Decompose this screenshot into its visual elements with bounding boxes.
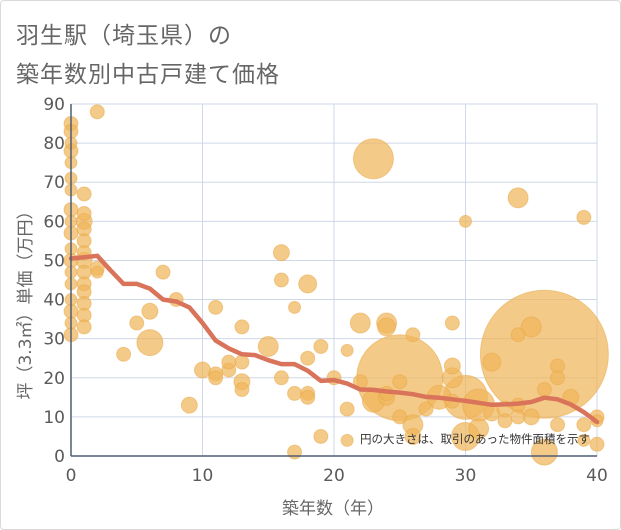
x-tick-label: 30 <box>455 466 477 486</box>
axis-layer: 0 10 20 30 40 50 60 70 80 90 0 10 20 30 40 <box>43 95 607 486</box>
data-bubble <box>208 370 224 386</box>
x-axis-label: 築年数（年） <box>282 499 384 519</box>
trend-line-layer <box>68 253 600 425</box>
data-bubble <box>180 396 198 414</box>
data-bubble <box>287 385 303 401</box>
y-tick-label: 10 <box>43 408 65 428</box>
y-tick-label: 20 <box>43 369 65 389</box>
data-bubble <box>522 408 540 426</box>
y-tick-label: 70 <box>43 173 65 193</box>
y-tick-label: 0 <box>54 447 65 467</box>
data-bubble <box>482 352 502 372</box>
x-tick-label: 20 <box>323 466 345 486</box>
data-bubble <box>273 272 289 288</box>
data-bubble <box>497 413 513 429</box>
data-bubble <box>298 274 318 294</box>
data-bubble <box>418 401 434 417</box>
data-bubble <box>273 370 289 386</box>
data-bubble <box>287 444 303 460</box>
x-tick-label: 10 <box>192 466 214 486</box>
data-bubble <box>392 409 408 425</box>
data-bubble <box>340 343 354 357</box>
data-bubble <box>155 264 171 280</box>
data-bubble <box>221 354 237 370</box>
data-bubble <box>443 357 461 375</box>
data-bubble <box>589 436 605 452</box>
chart-title-line1: 羽生駅（埼玉県）の <box>16 23 232 49</box>
data-bubble <box>272 244 290 262</box>
data-bubble <box>76 186 92 202</box>
y-tick-label: 40 <box>43 291 65 311</box>
data-bubble <box>76 206 92 222</box>
chart-title-line2: 築年数別中古戸建て価格 <box>16 62 280 88</box>
data-bubble <box>340 433 354 447</box>
data-bubble <box>194 361 211 379</box>
data-bubble <box>550 370 566 386</box>
data-bubble <box>392 374 408 390</box>
data-bubble <box>507 187 529 209</box>
data-bubble <box>510 327 526 343</box>
bubble-size-note: 円の大きさは、取引のあった物件面積を示す <box>360 432 590 446</box>
data-bubble <box>349 312 371 334</box>
average-price-line <box>68 253 600 425</box>
data-bubble <box>313 338 329 354</box>
data-bubble <box>468 418 490 440</box>
data-bubble <box>300 350 316 366</box>
data-bubble <box>234 319 250 335</box>
data-bubble <box>405 327 421 343</box>
data-bubble <box>352 138 394 180</box>
data-bubble <box>576 417 592 433</box>
data-bubble <box>288 300 302 314</box>
data-bubble <box>520 316 542 338</box>
data-bubble <box>577 433 591 447</box>
y-tick-label: 30 <box>43 330 65 350</box>
y-axis-label: 坪（3.3㎡）単価（万円） <box>16 202 36 399</box>
data-bubble <box>90 265 104 279</box>
data-bubble <box>550 417 566 433</box>
data-bubble <box>234 382 250 398</box>
data-bubble <box>576 209 592 225</box>
y-tick-label: 90 <box>43 95 65 115</box>
data-bubble <box>459 214 472 228</box>
data-bubble <box>300 389 316 405</box>
data-bubble <box>530 438 558 466</box>
data-bubble <box>116 346 132 362</box>
data-bubble <box>89 104 105 120</box>
data-bubble <box>377 317 397 337</box>
data-bubble <box>208 299 224 315</box>
x-tick-label: 0 <box>66 466 77 486</box>
data-bubble <box>479 289 609 419</box>
data-bubble <box>76 319 92 335</box>
data-bubble <box>510 409 526 425</box>
data-bubble <box>444 315 460 331</box>
data-bubble <box>536 382 552 398</box>
data-bubble <box>234 354 250 370</box>
y-tick-label: 60 <box>43 212 65 232</box>
data-bubble <box>339 401 355 417</box>
data-bubble <box>257 335 279 357</box>
x-tick-label: 40 <box>586 466 608 486</box>
data-bubble <box>404 427 422 445</box>
data-bubble <box>313 428 329 444</box>
data-bubble <box>129 315 145 331</box>
data-bubble <box>136 329 164 357</box>
y-tick-label: 50 <box>43 251 65 271</box>
y-tick-label: 80 <box>43 134 65 154</box>
data-bubble <box>141 302 159 320</box>
